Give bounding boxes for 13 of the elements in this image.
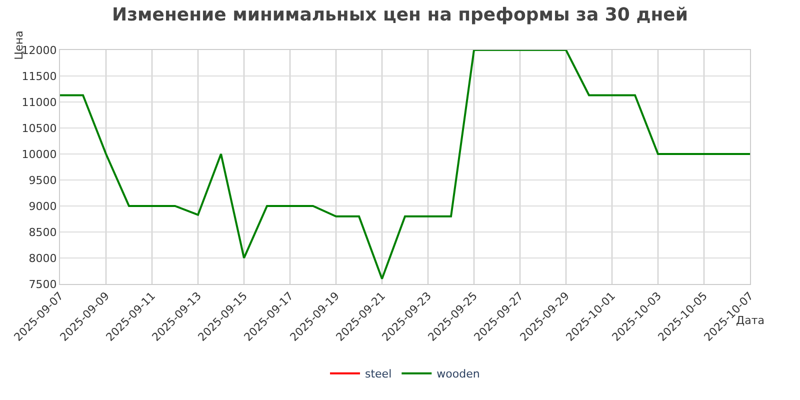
y-tick-label: 7500 (28, 278, 57, 291)
y-tick-label: 10500 (22, 122, 57, 135)
y-tick-label: 9500 (28, 174, 57, 187)
y-tick-label: 11500 (22, 70, 57, 83)
y-tick-label: 8500 (28, 226, 57, 239)
line-series (60, 50, 750, 280)
y-tick-label: 9000 (28, 200, 57, 213)
y-tick-label: 11000 (22, 96, 57, 109)
chart-title: Изменение минимальных цен на преформы за 30 дней (112, 4, 688, 26)
y-tick-label: 8000 (28, 252, 57, 265)
y-tick-label: 10000 (22, 148, 57, 161)
legend-label: steel (365, 368, 392, 381)
legend-label: wooden (436, 368, 480, 381)
